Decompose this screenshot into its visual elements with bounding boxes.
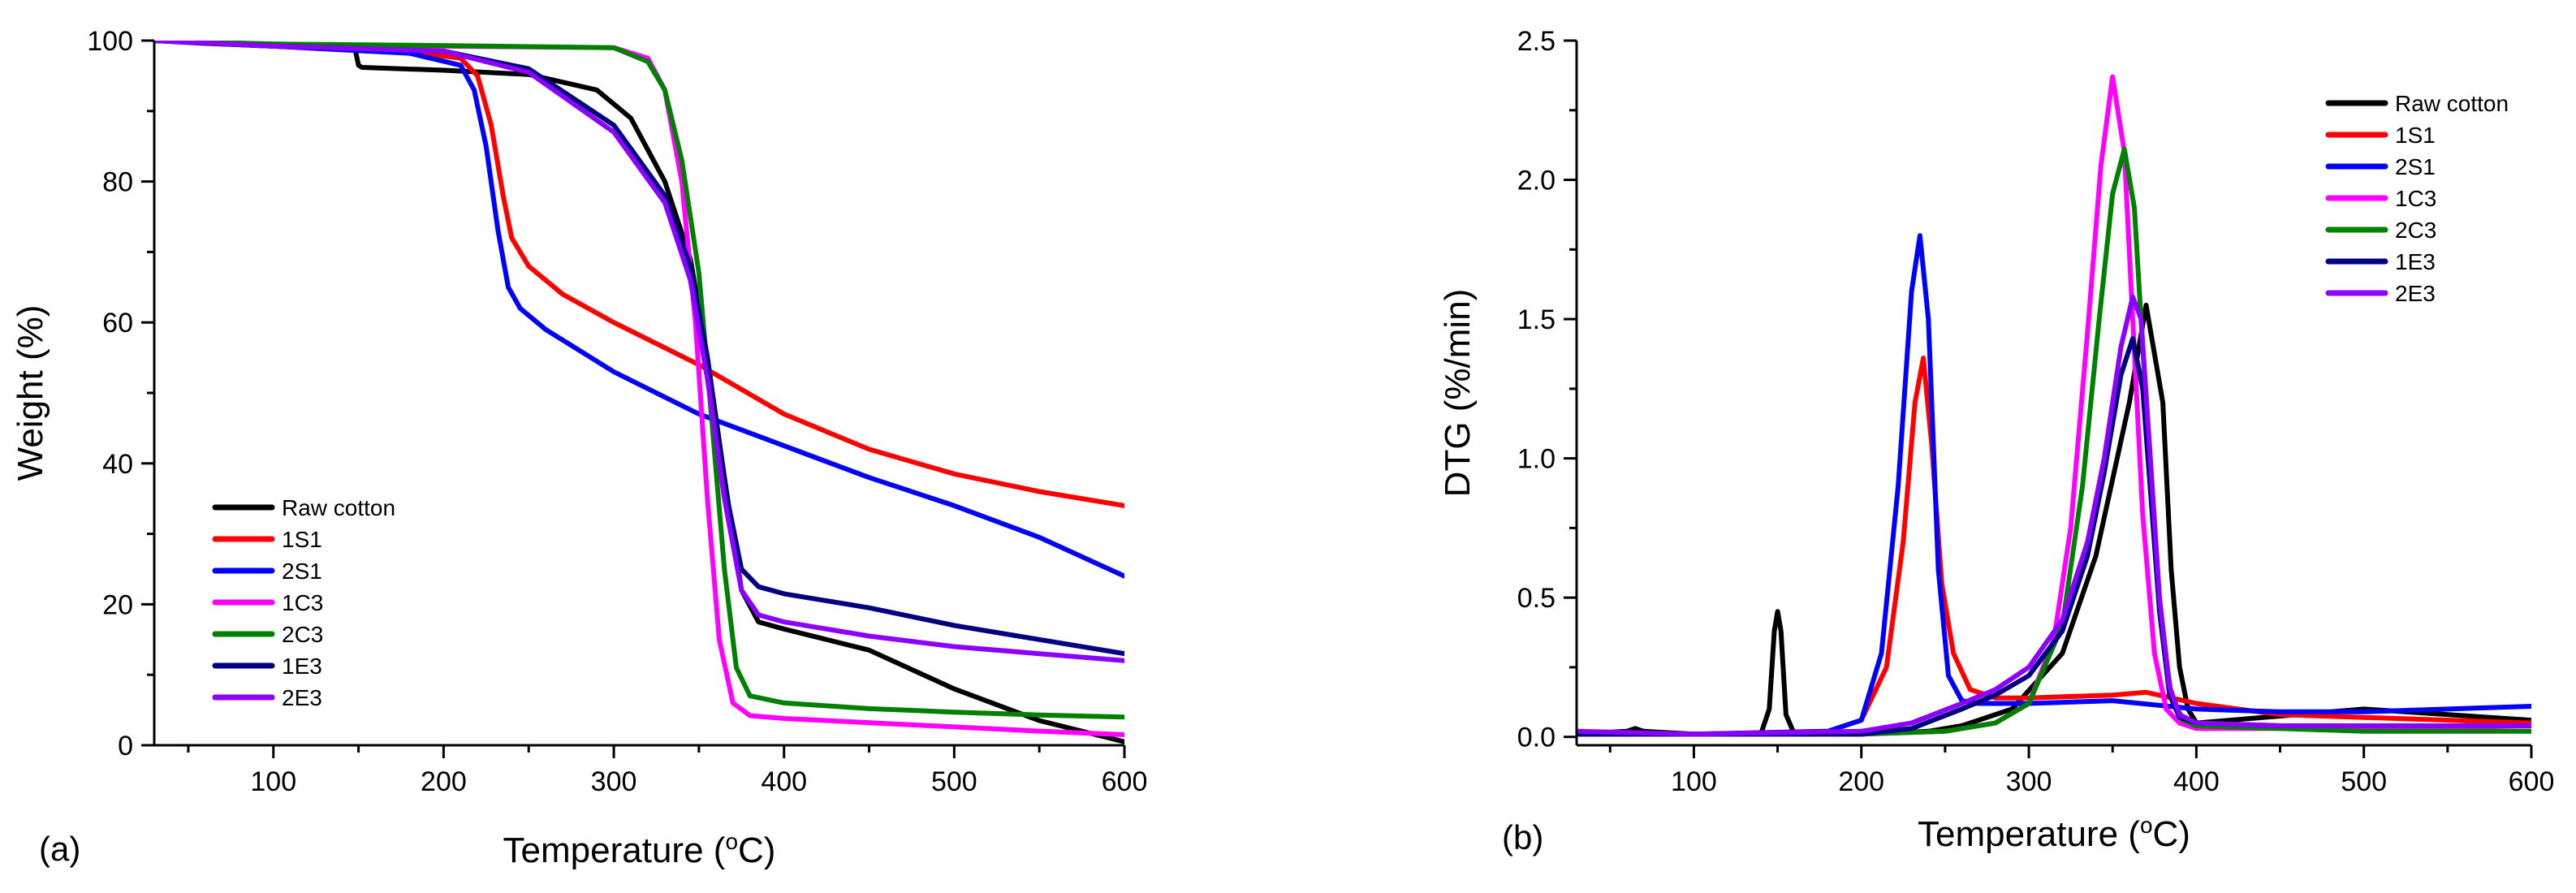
y-tick-label: 100 [87, 26, 133, 57]
y-tick-label: 0.5 [1517, 583, 1556, 614]
legend-label: Raw cotton [2395, 91, 2509, 116]
legend-label: 2C3 [2395, 218, 2436, 243]
panel-label: (b) [1502, 818, 1543, 856]
series-line-1s1 [154, 41, 1124, 508]
y-tick-label: 2.0 [1517, 166, 1556, 196]
legend-label: 1S1 [282, 527, 322, 552]
series-line-2e3 [1577, 294, 2531, 737]
legend-label: 2E3 [282, 685, 322, 710]
legend-label: 1E3 [2395, 249, 2436, 274]
y-tick-label: 60 [102, 308, 133, 339]
x-tick-label: 100 [1671, 766, 1717, 797]
legend: Raw cotton 1S1 2S1 1C3 2C3 1E3 2E3 [2325, 91, 2509, 306]
legend-label: 1C3 [282, 590, 323, 615]
legend-label: 2E3 [2395, 281, 2436, 306]
series-line-raw-cotton [154, 41, 1124, 744]
x-tick-label: 500 [931, 766, 977, 797]
y-tick-label: 0 [118, 731, 133, 761]
series-line-2s1 [154, 41, 1124, 579]
x-tick-label: 200 [421, 766, 467, 797]
y-tick-label: 80 [102, 167, 133, 198]
legend-label: 2C3 [282, 622, 323, 647]
chart-panel-2: 100 200 300 400 500 600 0.0 0.5 1.0 1.5 2.0 2.5 Temp… [1438, 26, 2554, 856]
panel-label: (a) [39, 830, 80, 868]
x-axis-title: Temperature (oC) [1918, 813, 2190, 854]
y-tick-label: 0.0 [1517, 723, 1556, 753]
series-line-2c3 [1577, 146, 2531, 737]
legend-label: Raw cotton [282, 495, 395, 520]
series-line-2e3 [154, 41, 1124, 663]
legend-label: 2S1 [282, 559, 322, 584]
x-axis-title: Temperature (oC) [503, 829, 776, 870]
x-tick-label: 600 [1102, 766, 1148, 797]
legend-label: 1S1 [2395, 123, 2436, 148]
series-line-1e3 [1577, 336, 2531, 737]
x-tick-label: 400 [2173, 766, 2220, 797]
y-axis-title: DTG (%/min) [1438, 289, 1478, 498]
x-tick-label: 400 [761, 766, 807, 797]
series-group [1577, 74, 2531, 737]
series-line-2s1 [1577, 233, 2531, 737]
legend-label: 1C3 [2395, 186, 2436, 211]
series-line-raw-cotton [1577, 302, 2531, 737]
x-tick-label: 300 [591, 766, 637, 797]
y-tick-label: 20 [102, 589, 133, 620]
y-tick-label: 40 [102, 449, 133, 480]
legend-label: 2S1 [2395, 154, 2436, 179]
x-tick-label: 100 [250, 766, 296, 797]
x-tick-label: 200 [1838, 766, 1884, 797]
series-group [154, 41, 1124, 744]
x-tick-label: 600 [2509, 766, 2555, 797]
x-tick-label: 300 [2006, 766, 2052, 797]
legend-label: 1E3 [282, 654, 322, 679]
series-line-1s1 [1577, 356, 2531, 737]
x-tick-label: 500 [2341, 766, 2387, 797]
chart-panel-1: 100 200 300 400 500 600 0 20 40 60 80 100 Temperatur… [11, 26, 1147, 870]
y-axis-title: Weight (%) [11, 305, 50, 481]
y-tick-label: 1.5 [1517, 304, 1556, 335]
y-tick-label: 2.5 [1517, 26, 1556, 57]
series-line-2c3 [154, 41, 1124, 720]
y-tick-label: 1.0 [1517, 444, 1556, 475]
legend: Raw cotton 1S1 2S1 1C3 2C3 1E3 2E3 [212, 495, 395, 710]
